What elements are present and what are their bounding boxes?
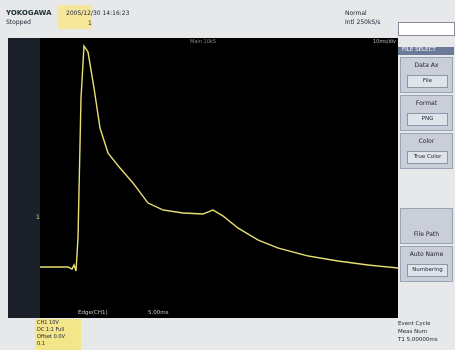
channel-line: 0.1 <box>37 341 45 347</box>
menu-value: Numbering <box>407 264 448 277</box>
status: Stopped <box>6 19 31 26</box>
brand: YOKOGAWA <box>6 9 52 17</box>
menu-title: FILE SELECT <box>402 47 436 53</box>
top-label: Main 10kS <box>190 39 216 45</box>
menu-button[interactable]: Auto Name Numbering <box>400 246 453 282</box>
menu-button[interactable]: Format PNG <box>400 95 453 131</box>
time-value: 5.00ms <box>148 310 169 316</box>
menu-label: Auto Name <box>401 251 452 258</box>
timestamp: 2005/12/30 14:16:23 <box>66 10 129 17</box>
channel-line: CH1 10V <box>37 320 59 326</box>
plot-bg <box>8 38 398 318</box>
menu-value: PNG <box>407 113 448 126</box>
channel-line: Offset 0.0V <box>37 334 65 340</box>
footer-line: T1 5.00000ms <box>398 337 438 343</box>
menu-label: Format <box>401 100 452 107</box>
menu-label: File Path <box>401 231 452 238</box>
menu-button[interactable]: Color True Color <box>400 133 453 169</box>
channel-line: DC 1:1 Full <box>37 327 64 333</box>
input-box[interactable] <box>398 22 455 36</box>
menu-label: Data Ax <box>401 62 452 69</box>
menu-button[interactable]: Data Ax File <box>400 57 453 93</box>
trigger: 1 <box>88 20 92 27</box>
waveform-area: Main 10kS 10ms/div 1 Edge(CH1) 5.00ms <box>8 38 398 318</box>
menu-label: Color <box>401 138 452 145</box>
menu-value: File <box>407 75 448 88</box>
menu-button[interactable]: File Path <box>400 208 453 244</box>
footer-line: Meas Num <box>398 329 427 335</box>
mode: Normal <box>345 10 367 17</box>
menu-title-bar: FILE SELECT <box>398 47 454 55</box>
sample-rate: Intl 250kS/s <box>345 19 380 26</box>
trigger-box <box>58 5 92 29</box>
menu-value: True Color <box>407 151 448 164</box>
left-strip <box>8 38 40 318</box>
scope-screen: YOKOGAWA Stopped 2005/12/30 14:16:23 1 N… <box>0 0 455 350</box>
bottom-label: Edge(CH1) <box>78 310 108 316</box>
ch-marker: 1 <box>36 214 40 221</box>
time-div: 10ms/div <box>373 39 396 45</box>
footer-line: Event Cycle <box>398 321 431 327</box>
